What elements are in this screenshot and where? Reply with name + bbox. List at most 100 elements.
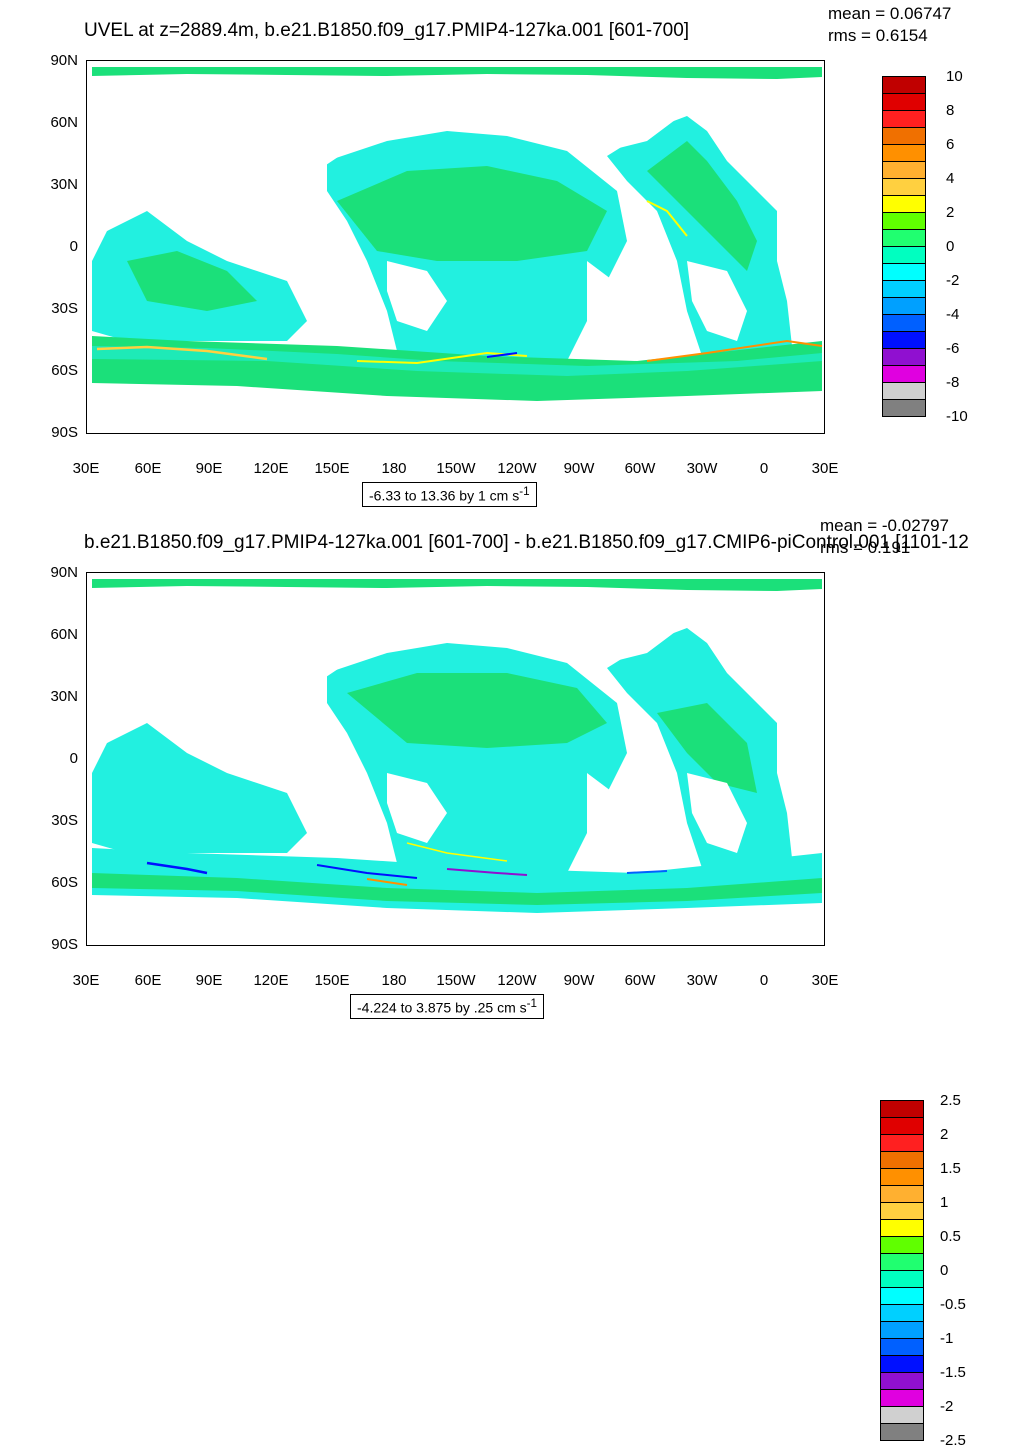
lat-label: 90N (50, 564, 78, 581)
lon-label: 90E (195, 460, 223, 477)
colorbar-swatch (880, 1372, 924, 1390)
lon-label: 30W (686, 972, 718, 989)
colorbar-swatch (882, 348, 926, 366)
colorbar-swatch (882, 76, 926, 94)
colorbar-label: -6 (946, 340, 960, 357)
colorbar-label: -1 (940, 1330, 954, 1347)
lat-label: 90N (50, 52, 78, 69)
panel-title: UVEL at z=2889.4m, b.e21.B1850.f09_g17.P… (84, 20, 690, 41)
panel-top: UVEL at z=2889.4m, b.e21.B1850.f09_g17.P… (0, 0, 1024, 512)
contour-range-label: -6.33 to 13.36 by 1 cm s-1 (362, 482, 537, 507)
lon-label: 120W (497, 460, 537, 477)
lon-label: 120W (497, 972, 537, 989)
lon-label: 150E (314, 460, 350, 477)
lon-label: 30E (72, 460, 100, 477)
mean-stat: mean = 0.06747 (828, 4, 952, 23)
rms-stat: rms = 0.6154 (828, 26, 928, 45)
lat-label: 30N (50, 176, 78, 193)
colorbar-swatch (882, 297, 926, 315)
contour-range-text: -6.33 to 13.36 by 1 cm s (369, 487, 520, 504)
colorbar-label: -2.5 (940, 1432, 966, 1449)
colorbar-swatch (882, 127, 926, 145)
colorbar-swatch (882, 178, 926, 196)
unit-exponent: -1 (519, 485, 530, 498)
lon-label: 150E (314, 972, 350, 989)
lon-label: 120E (253, 460, 289, 477)
lat-label: 90S (51, 936, 78, 953)
colorbar-swatch (880, 1304, 924, 1322)
colorbar-swatch (880, 1236, 924, 1254)
lon-label: 60W (624, 460, 656, 477)
lat-label: 60S (51, 362, 78, 379)
colorbar-swatch (882, 161, 926, 179)
colorbar-swatch (882, 263, 926, 281)
colorbar-swatch (880, 1389, 924, 1407)
colorbar-swatch (880, 1134, 924, 1152)
colorbar-label: -8 (946, 374, 960, 391)
colorbar-swatch (882, 399, 926, 417)
lon-label: 60E (134, 972, 162, 989)
colorbar-swatch (880, 1202, 924, 1220)
colorbar-label: -1.5 (940, 1364, 966, 1381)
mean-stat: mean = -0.02797 (820, 516, 950, 535)
colorbar-label: 0 (940, 1262, 949, 1279)
colorbar-swatch (880, 1338, 924, 1356)
lon-label: 30E (811, 972, 839, 989)
lon-label: 150W (436, 460, 476, 477)
lon-label: 30W (686, 460, 718, 477)
colorbar-label: 2 (946, 204, 955, 221)
colorbar-swatch (880, 1355, 924, 1373)
colorbar-label: -4 (946, 306, 960, 323)
colorbar-swatch (882, 246, 926, 264)
colorbar-swatch (882, 212, 926, 230)
colorbar-label: 2.5 (940, 1092, 961, 1109)
colorbar-swatch (880, 1185, 924, 1203)
colorbar-swatch (882, 365, 926, 383)
colorbar-swatch (882, 144, 926, 162)
lon-label: 120E (253, 972, 289, 989)
lat-label: 0 (69, 750, 78, 767)
colorbar-label: 10 (946, 68, 963, 85)
colorbar-swatch (882, 382, 926, 400)
colorbar-swatch (882, 195, 926, 213)
lon-label: 60E (134, 460, 162, 477)
lat-label: 30N (50, 688, 78, 705)
colorbar-swatch (880, 1406, 924, 1424)
colorbar-label: 1 (940, 1194, 949, 1211)
colorbar-label: 1.5 (940, 1160, 961, 1177)
lon-label: 60W (624, 972, 656, 989)
lat-label: 60N (50, 626, 78, 643)
lat-label: 60S (51, 874, 78, 891)
colorbar-swatch (882, 93, 926, 111)
colorbar-swatch (880, 1423, 924, 1441)
colorbar-swatch (882, 110, 926, 128)
colorbar-swatch (882, 280, 926, 298)
colorbar-swatch (880, 1117, 924, 1135)
lon-label: 30E (72, 972, 100, 989)
lat-label: 60N (50, 114, 78, 131)
colorbar-swatch (880, 1321, 924, 1339)
lon-label: 180 (381, 972, 407, 989)
contour-range-label: -4.224 to 3.875 by .25 cm s-1 (350, 994, 545, 1019)
rms-stat: rms = 0.191 (820, 538, 911, 557)
colorbar-label: 2 (940, 1126, 949, 1143)
colorbar-swatch (880, 1219, 924, 1237)
colorbar-label: -2 (940, 1398, 954, 1415)
colorbar-swatch (882, 314, 926, 332)
ocean-field-map (92, 579, 822, 944)
colorbar-swatch (882, 331, 926, 349)
colorbar-swatch (880, 1270, 924, 1288)
ocean-field-map (92, 67, 823, 432)
lon-label: 180 (381, 460, 407, 477)
panel-bottom: b.e21.B1850.f09_g17.PMIP4-127ka.001 [601… (0, 512, 1024, 1449)
colorbar-label: -10 (946, 408, 968, 425)
colorbar-swatch (880, 1151, 924, 1169)
colorbar-label: 4 (946, 170, 955, 187)
colorbar-label: 8 (946, 102, 955, 119)
colorbar-label: -0.5 (940, 1296, 966, 1313)
colorbar-swatch (882, 229, 926, 247)
lon-label: 0 (759, 460, 769, 477)
lon-label: 90E (195, 972, 223, 989)
lon-label: 90W (563, 460, 595, 477)
colorbar-label: 6 (946, 136, 955, 153)
